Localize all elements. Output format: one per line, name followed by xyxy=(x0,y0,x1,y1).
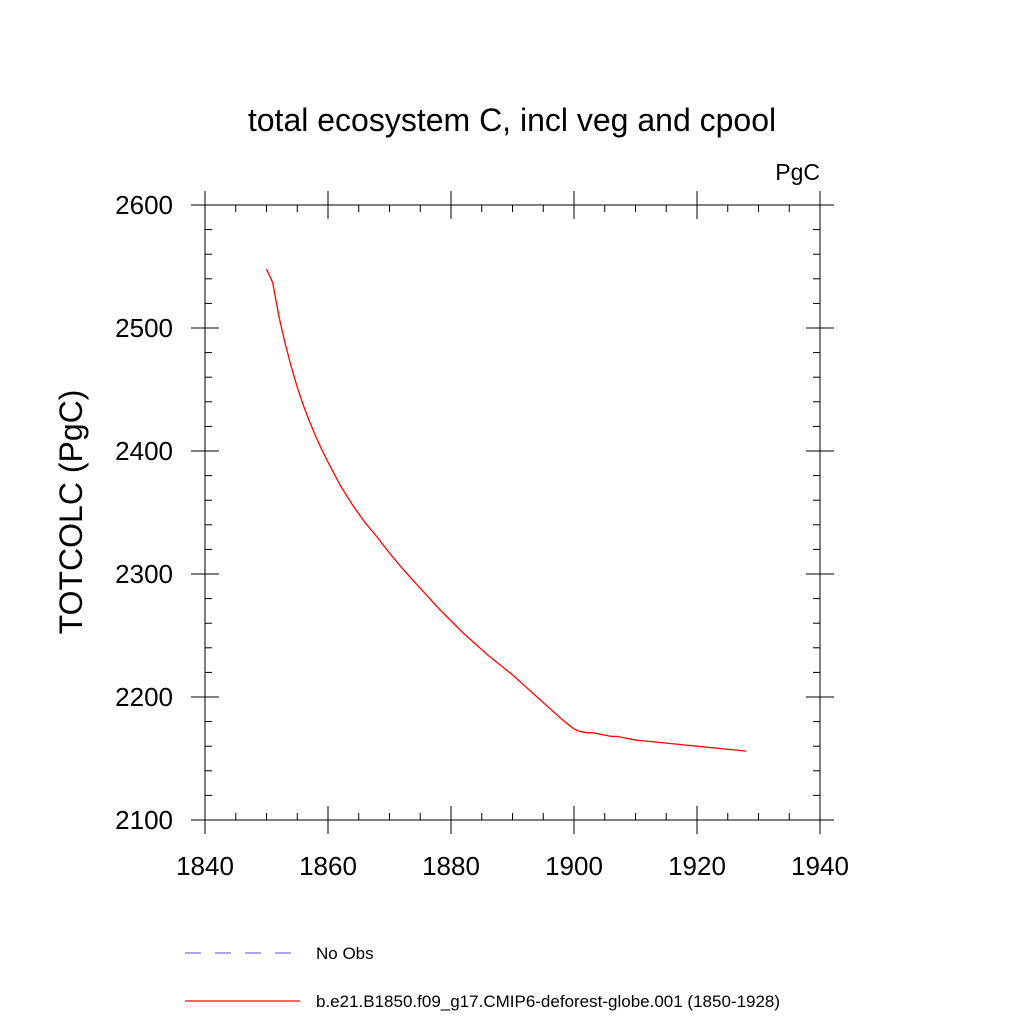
series-layer xyxy=(265,268,747,752)
x-tick-label: 1840 xyxy=(176,851,234,881)
series-line xyxy=(265,268,747,752)
x-tick-label: 1940 xyxy=(791,851,849,881)
y-tick-label: 2200 xyxy=(115,682,173,712)
plot-frame xyxy=(204,204,821,821)
legend: No Obs b.e21.B1850.f09_g17.CMIP6-deforest… xyxy=(185,944,780,1011)
x-tick-label: 1920 xyxy=(668,851,726,881)
legend-label: b.e21.B1850.f09_g17.CMIP6-deforest-globe… xyxy=(316,992,780,1011)
axis-ticks: 1840 1860 1880 1900 1920 1940 2100 2200 2300 2400… xyxy=(115,190,849,881)
units-label: PgC xyxy=(775,159,820,185)
y-tick-label: 2500 xyxy=(115,313,173,343)
legend-label: No Obs xyxy=(316,944,374,963)
x-tick-label: 1900 xyxy=(545,851,603,881)
y-tick-label: 2300 xyxy=(115,559,173,589)
x-tick-label: 1880 xyxy=(422,851,480,881)
x-tick-label: 1860 xyxy=(299,851,357,881)
y-tick-label: 2100 xyxy=(115,805,173,835)
y-tick-label: 2600 xyxy=(115,190,173,220)
y-axis-label: TOTCOLC (PgC) xyxy=(53,390,89,635)
chart-title: total ecosystem C, incl veg and cpool xyxy=(248,102,776,138)
y-tick-label: 2400 xyxy=(115,436,173,466)
